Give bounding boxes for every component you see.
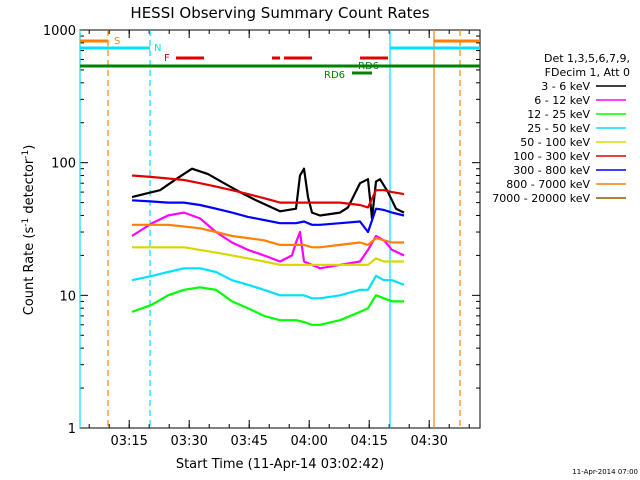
series-line — [131, 211, 405, 270]
x-tick-label: 04:00 — [290, 434, 327, 449]
footer-timestamp: 11-Apr-2014 07:00 — [572, 468, 638, 476]
legend-entry-label: 50 - 100 keV — [520, 136, 590, 149]
series-line — [132, 223, 404, 249]
legend-entry-label: 300 - 800 keV — [513, 164, 590, 177]
y-tick-label: 10 — [59, 289, 76, 304]
y-axis-label: Count Rate (s-1 detector-1) — [21, 145, 37, 316]
flag-label: RD6 — [358, 61, 379, 72]
series-line — [131, 174, 405, 209]
plot-area: 1 10 100 1000 03:15 03:30 03:45 04:00 04:15 04:30… — [43, 24, 481, 449]
legend-entry-label: 3 - 6 keV — [541, 80, 590, 93]
x-tick-label: 04:30 — [410, 434, 447, 449]
x-tick-label: 03:45 — [230, 434, 267, 449]
legend-entry-label: 12 - 25 keV — [527, 108, 590, 121]
x-tick-label: 04:15 — [350, 434, 387, 449]
legend-header-1: Det 1,3,5,6,7,9, — [544, 52, 630, 65]
legend-entry-label: 25 - 50 keV — [527, 122, 590, 135]
flag-label: RD6 — [324, 70, 345, 81]
y-tick-label: 100 — [51, 157, 76, 172]
series-line — [131, 199, 405, 234]
x-tick-label: 03:15 — [110, 434, 147, 449]
chart-title: HESSI Observing Summary Count Rates — [130, 4, 429, 22]
flag-label: F — [164, 53, 170, 64]
series-line — [131, 267, 405, 300]
legend-entry-label: 7000 - 20000 keV — [492, 192, 590, 205]
series-line — [131, 286, 404, 326]
y-tick-label: 1 — [68, 422, 76, 437]
legend-entry-label: 800 - 7000 keV — [506, 178, 590, 191]
x-tick-label: 03:30 — [170, 434, 207, 449]
flag-label: S — [114, 36, 120, 47]
plot-frame — [79, 29, 481, 429]
legend-entry-label: 6 - 12 keV — [534, 94, 590, 107]
legend-entry-label: 100 - 300 keV — [513, 150, 590, 163]
flag-label: N — [154, 43, 161, 54]
legend: Det 1,3,5,6,7,9, FDecim 1, Att 0 3 - 6 k… — [492, 52, 630, 205]
legend-header-2: FDecim 1, Att 0 — [545, 66, 630, 79]
y-tick-label: 1000 — [43, 24, 76, 39]
series-line — [132, 246, 404, 266]
series-line — [131, 167, 405, 220]
x-axis-label: Start Time (11-Apr-14 03:02:42) — [176, 457, 384, 472]
